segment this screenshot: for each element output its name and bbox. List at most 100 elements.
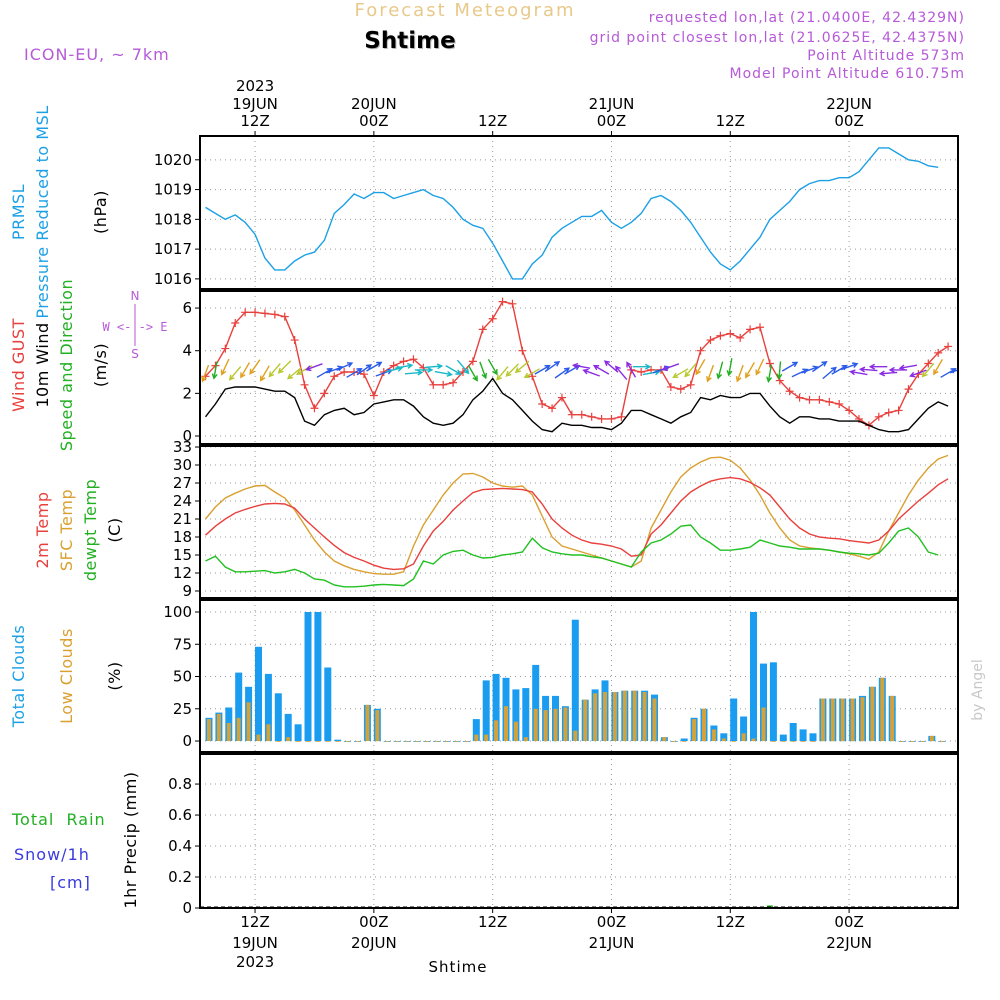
precip-ytick-label: 0.8 [168, 775, 192, 793]
temp-ytick-label: 12 [173, 564, 192, 582]
wind-arrow [695, 358, 706, 376]
low-clouds-bar [593, 693, 598, 741]
total-clouds-bar [314, 612, 322, 741]
wind-gust-marker [805, 395, 814, 404]
prmsl-line [205, 147, 939, 280]
low-clouds-bar [721, 738, 726, 742]
wind-gust-marker [359, 370, 368, 379]
low-clouds-bar [682, 741, 687, 742]
low-clouds-bar [395, 741, 400, 742]
wind-gust-marker [815, 395, 824, 404]
low-clouds-bar [652, 698, 657, 742]
wind-gust-marker [330, 372, 339, 381]
model-label: ICON-EU, ~ 7km [24, 45, 170, 64]
plot-layer: 1016101710181019102002469121518212427303… [154, 77, 959, 971]
wind-gust-marker [706, 336, 715, 345]
low-clouds-bar [533, 708, 538, 742]
wind-arrow [868, 363, 888, 370]
wind-arrow [571, 362, 591, 369]
wind-gust-marker [251, 308, 260, 317]
total-clouds-bar [760, 663, 767, 741]
wind-arrow [858, 366, 878, 373]
top-date-label: 19JUN [232, 95, 278, 113]
wind-arrow [840, 362, 859, 371]
low-clouds-bar [444, 741, 449, 742]
pressure-panel-frame [199, 135, 959, 290]
wind-gust-marker [340, 368, 349, 377]
wind-gust-marker [904, 385, 913, 394]
low-clouds-bar [830, 698, 835, 742]
low-clouds-bar [513, 721, 518, 742]
wind-arrow [414, 366, 434, 373]
wind-arrow [878, 370, 898, 377]
wind-gust-marker [429, 380, 438, 389]
precip-unit-label: 1hr Precip (mm) [121, 771, 140, 908]
wind-gust-marker [607, 414, 616, 423]
clouds-ytick-label: 0 [182, 732, 192, 750]
bottom-time-label: 12Z [716, 913, 745, 931]
wind-arrow [791, 368, 809, 378]
x-axis-label: Shtime [429, 958, 488, 976]
low-clouds-bar [751, 738, 756, 742]
low-clouds-bar [563, 707, 568, 741]
total-clouds-bar [482, 680, 490, 741]
low-clouds-bar [642, 692, 647, 741]
low-clouds-bar [840, 698, 845, 742]
top-time-label: 12Z [716, 112, 745, 130]
wind-arrow [395, 362, 414, 369]
cloud-labels: Total Clouds Low Clouds (%) [9, 625, 124, 729]
total-clouds-bar [492, 673, 500, 741]
wind-ytick-label: 2 [182, 384, 192, 402]
wind-arrow [766, 364, 773, 383]
low-clouds-bar [226, 723, 231, 742]
total-clouds-bar [532, 664, 540, 741]
clouds-ytick-label: 75 [173, 635, 192, 653]
wind-arrow [933, 358, 944, 376]
temp-ytick-label: 30 [173, 456, 192, 474]
pressure-short-label: PRMSL [9, 184, 28, 240]
precip-rain-label: Total Rain [11, 810, 106, 829]
wind-gust-marker [755, 323, 764, 332]
low-clouds-bar [335, 741, 340, 742]
wind-gust-marker [637, 368, 646, 377]
clouds-grid: 0 25 50 75 100 [163, 600, 958, 752]
low-clouds-bar [919, 741, 924, 742]
total-clouds-bar [304, 612, 312, 741]
low-clouds-bar [612, 692, 617, 741]
bottom-date-label: 22JUN [826, 934, 872, 952]
low-clouds-bar [850, 698, 855, 742]
low-clouds-bar [246, 702, 251, 741]
bottom-time-label: 00Z [359, 913, 388, 931]
wind-series [201, 297, 958, 433]
low-clouds-bar [939, 741, 944, 742]
wind-gust-marker [726, 329, 735, 338]
low-clouds-bar [870, 686, 875, 741]
precip-grid: 0 0.2 0.4 0.6 0.8 [168, 754, 958, 917]
wind-gust-marker [795, 393, 804, 402]
location-title: Shtime [364, 28, 455, 54]
wind-gust-marker [231, 318, 240, 327]
temp-panel-frame [199, 445, 959, 599]
wind-unit-label: (m/s) [91, 343, 110, 387]
chart-title: Forecast Meteogram [354, 0, 575, 21]
wind-gust-marker [924, 359, 933, 368]
wind-arrow [268, 362, 281, 378]
total-clouds-bar [284, 713, 292, 741]
compass-north: N [131, 289, 140, 303]
temp-ytick-label: 18 [173, 528, 192, 546]
wind-arrow [684, 362, 697, 378]
wind-arrow [336, 362, 354, 371]
wind-arrow [554, 367, 571, 379]
top-date-label: 21JUN [589, 95, 635, 113]
wind-labels: Wind GUST 10m Wind Speed and Direction (… [9, 279, 168, 451]
wind-gust-marker [538, 400, 547, 409]
low-clouds-bar [405, 741, 409, 742]
wind-arrow [603, 360, 619, 373]
cloud-low-label: Low Clouds [57, 628, 76, 724]
bottom-time-label: 00Z [597, 913, 626, 931]
low-clouds-bar [632, 690, 637, 741]
wind-gust-marker [409, 355, 418, 364]
low-clouds-bar [365, 704, 370, 741]
wind-arrow [592, 364, 610, 375]
